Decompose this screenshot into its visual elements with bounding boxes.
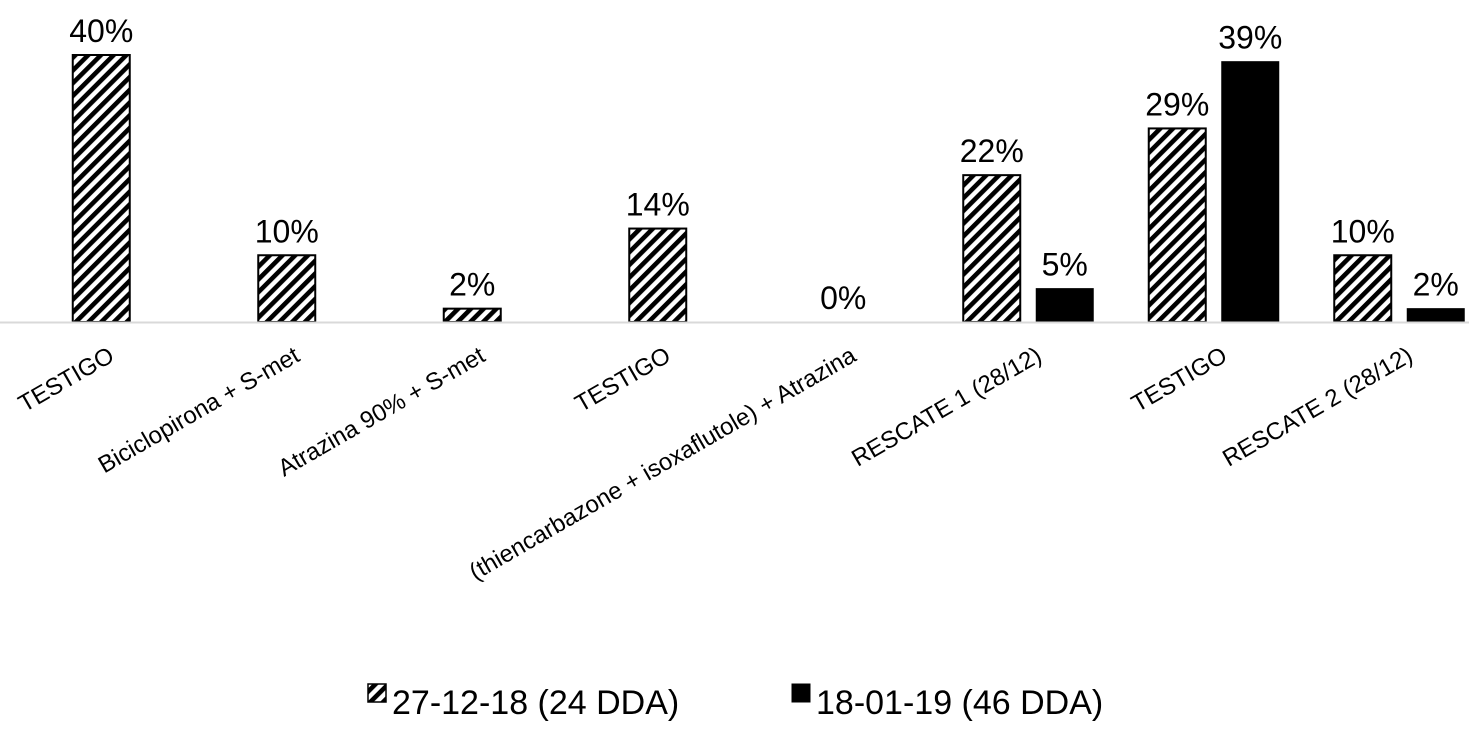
data-labels-layer: 40% 10% 2% 14% 0% 22% 5% 29%39% 10% 2% xyxy=(69,13,1459,316)
bar-series1-1 xyxy=(257,254,317,323)
category-label-2: Atrazina 90% + S-met xyxy=(274,342,491,483)
data-label-series2-5: 5% xyxy=(1042,247,1088,283)
bar-series2-7 xyxy=(1406,308,1465,323)
data-label-series1-5: 22% xyxy=(960,133,1024,169)
bar-series1-0 xyxy=(71,54,131,323)
legend-label-1: 27-12-18 (24 DDA) xyxy=(392,684,679,722)
data-label-series1-4: 0% xyxy=(820,280,866,316)
bar-series2-6 xyxy=(1221,61,1280,323)
bar-series1-6 xyxy=(1147,127,1207,323)
category-label-3: TESTIGO xyxy=(571,342,676,418)
data-label-series2-6: 39% xyxy=(1218,20,1282,56)
data-label-series1-6: 29% xyxy=(1145,86,1209,122)
data-label-series1-3: 14% xyxy=(626,187,690,223)
bars-layer xyxy=(71,54,1465,323)
category-label-0: TESTIGO xyxy=(14,342,119,418)
bar-series1-3 xyxy=(628,227,688,323)
category-label-5: RESCATE 1 (28/12) xyxy=(847,342,1046,473)
legend: 27-12-18 (24 DDA) 18-01-19 (46 DDA) xyxy=(367,683,1103,722)
data-label-series1-7: 10% xyxy=(1331,213,1395,249)
legend-swatch-1 xyxy=(367,683,387,703)
legend-label-2: 18-01-19 (46 DDA) xyxy=(816,684,1103,722)
data-label-series1-2: 2% xyxy=(449,267,495,303)
bar-series1-7 xyxy=(1333,254,1393,323)
category-label-4: (thiencarbazone + isoxaflutole) + Atrazi… xyxy=(465,341,861,586)
legend-swatch-2 xyxy=(791,683,811,703)
data-label-series1-0: 40% xyxy=(69,13,133,49)
bar-series1-5 xyxy=(962,174,1022,323)
category-label-7: RESCATE 2 (28/12) xyxy=(1218,342,1417,473)
bar-series1-2 xyxy=(442,307,502,323)
data-label-series2-7: 2% xyxy=(1413,267,1459,303)
category-label-6: TESTIGO xyxy=(1127,342,1232,418)
bar-series2-5 xyxy=(1035,288,1094,323)
data-label-series1-1: 10% xyxy=(255,213,319,249)
